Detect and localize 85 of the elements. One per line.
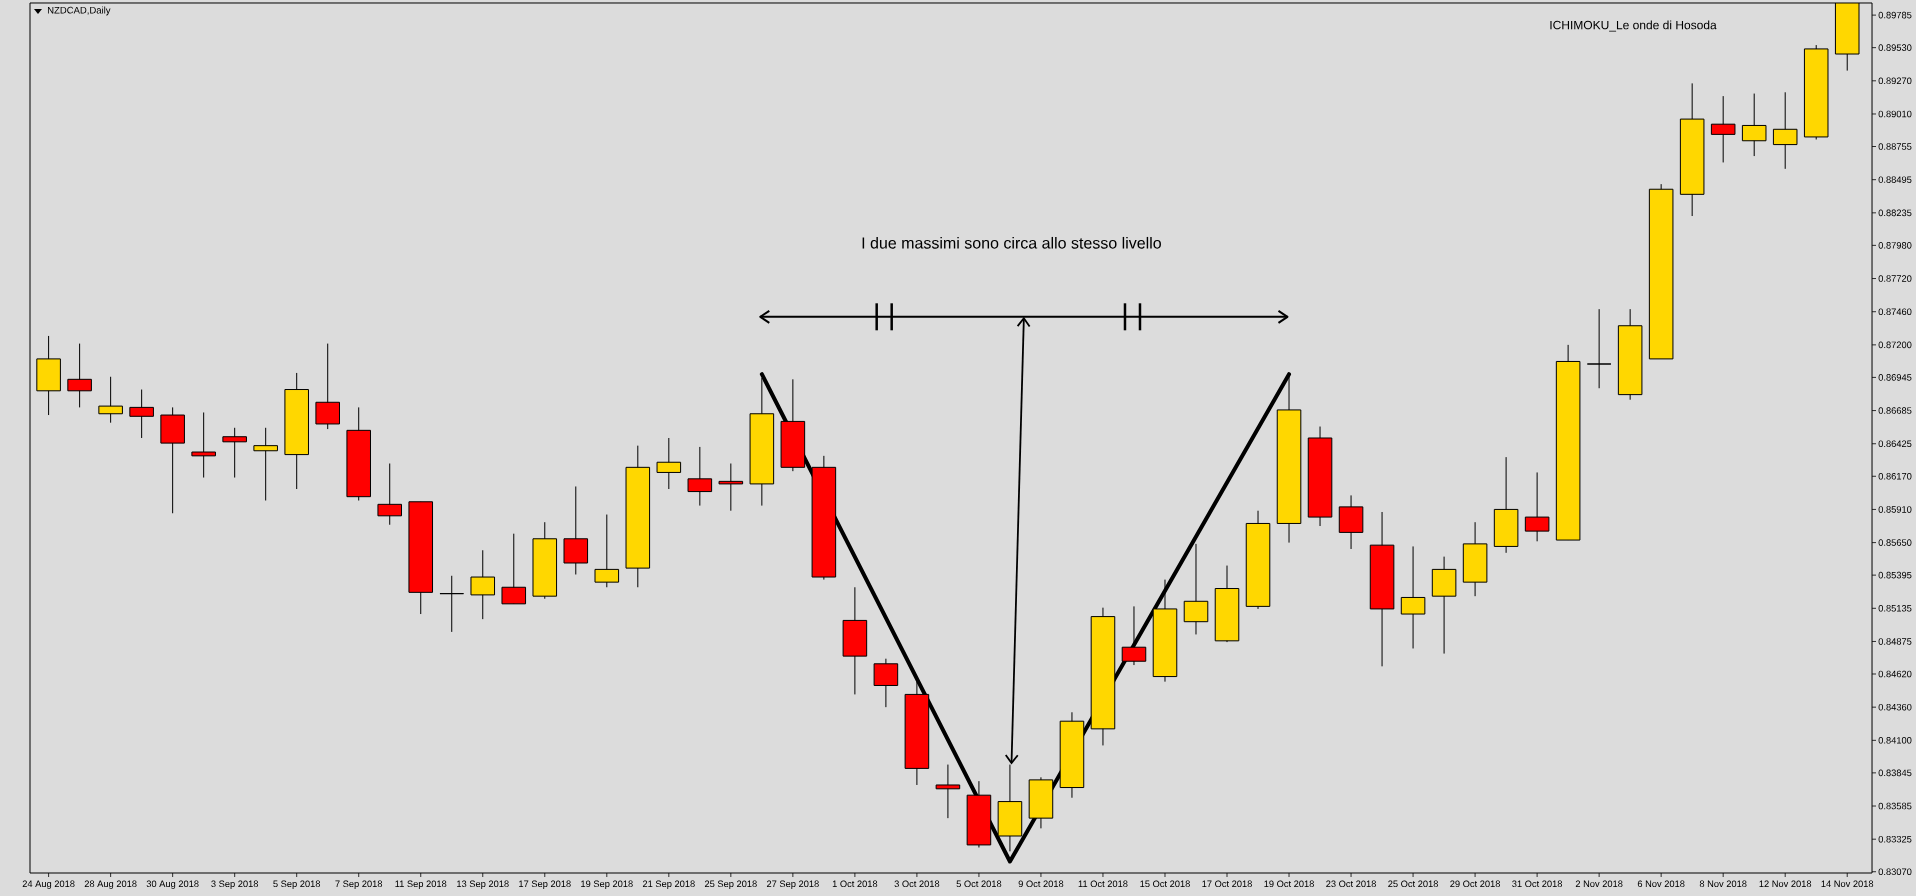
- y-tick-label: 0.88235: [1878, 209, 1912, 217]
- candlestick: [315, 343, 340, 430]
- annotation: ICHIMOKU_Le onde di Hosoda: [1550, 20, 1717, 32]
- y-tick-label: 0.87460: [1878, 308, 1912, 315]
- x-tick-label: 13 Sep 2018: [457, 880, 509, 889]
- candlestick: [191, 411, 216, 479]
- y-tick-label: 0.84875: [1878, 638, 1912, 645]
- y-tick-label: 0.88755: [1878, 143, 1912, 150]
- y-tick-label: 0.85650: [1878, 539, 1912, 546]
- x-tick-label: 5 Oct 2018: [956, 880, 1002, 888]
- x-tick-label: 17 Oct 2018: [1202, 880, 1252, 888]
- x-tick-label: 25 Oct 2018: [1388, 880, 1438, 888]
- x-tick-label: 3 Sep 2018: [211, 880, 259, 889]
- y-tick-label: 0.83845: [1878, 769, 1912, 777]
- candlestick: [1741, 93, 1767, 157]
- y-tick-label: 0.87720: [1878, 275, 1912, 282]
- x-tick-label: 1 Oct 2018: [832, 880, 878, 888]
- x-tick-label: 21 Sep 2018: [642, 880, 695, 889]
- candlestick: [1183, 543, 1209, 635]
- y-tick-label: 0.89270: [1878, 77, 1912, 85]
- y-tick-label: 0.83325: [1878, 835, 1912, 843]
- candlestick: [67, 343, 92, 408]
- candlestick: [687, 446, 713, 507]
- x-tick-label: 28 Aug 2018: [84, 880, 137, 889]
- y-tick-label: 0.87200: [1878, 341, 1912, 349]
- x-tick-label: 17 Sep 2018: [519, 880, 571, 889]
- y-tick-label: 0.85135: [1878, 605, 1912, 612]
- y-tick-label: 0.86685: [1878, 407, 1912, 414]
- candlestick: [501, 533, 527, 605]
- candlestick: [1524, 471, 1550, 542]
- y-tick-label: 0.86425: [1878, 440, 1912, 448]
- x-tick-label: 12 Nov 2018: [1759, 880, 1812, 888]
- candlestick: [439, 575, 465, 633]
- candlestick: [1710, 95, 1736, 163]
- x-tick-label: 29 Oct 2018: [1450, 880, 1501, 888]
- candlestick: [129, 389, 154, 439]
- y-tick-label: 0.84100: [1878, 737, 1912, 744]
- y-tick-label: 0.84360: [1878, 703, 1912, 711]
- candlestick: [873, 658, 899, 708]
- candlestick: [1400, 545, 1426, 649]
- y-tick-label: 0.83070: [1878, 868, 1912, 876]
- candlestick: [98, 376, 123, 424]
- x-tick-label: 24 Aug 2018: [22, 880, 75, 889]
- x-tick-label: 30 Aug 2018: [146, 880, 199, 889]
- y-tick-label: 0.89785: [1878, 11, 1912, 19]
- x-tick-label: 15 Oct 2018: [1140, 880, 1190, 888]
- candlestick: [935, 764, 961, 819]
- annotation: I due massimi sono circa allo stesso livello: [862, 236, 1161, 249]
- candlestick: [656, 437, 682, 490]
- candlestick: [470, 549, 496, 620]
- x-tick-label: 27 Sep 2018: [766, 880, 819, 889]
- y-tick-label: 0.86945: [1878, 374, 1912, 381]
- y-tick-label: 0.87980: [1878, 242, 1912, 249]
- x-tick-label: 14 Nov 2018: [1821, 880, 1874, 888]
- x-tick-label: 19 Oct 2018: [1264, 880, 1314, 888]
- y-tick-label: 0.84620: [1878, 670, 1912, 678]
- x-tick-label: 5 Sep 2018: [273, 880, 321, 889]
- candlestick: [594, 514, 620, 588]
- y-tick-label: 0.83585: [1878, 802, 1912, 810]
- x-tick-label: 6 Nov 2018: [1637, 880, 1685, 888]
- y-tick-label: 0.85395: [1878, 571, 1912, 579]
- candlestick: [1772, 91, 1798, 170]
- candlestick: [377, 463, 403, 526]
- candlestick: [222, 427, 247, 479]
- y-tick-label: 0.88495: [1878, 176, 1912, 183]
- y-tick-label: 0.85910: [1878, 506, 1912, 513]
- candlestick: [253, 427, 278, 501]
- y-tick-label: 0.89010: [1878, 110, 1912, 118]
- x-tick-label: 8 Nov 2018: [1699, 880, 1747, 888]
- y-tick-label: 0.86170: [1878, 472, 1912, 480]
- chart-title: NZDCAD,Daily: [47, 6, 111, 16]
- y-tick-label: 0.89530: [1878, 44, 1912, 51]
- x-tick-label: 11 Sep 2018: [395, 880, 447, 889]
- candlestick: [1121, 605, 1147, 666]
- x-tick-label: 2 Nov 2018: [1575, 880, 1623, 888]
- x-tick-label: 19 Sep 2018: [581, 880, 633, 889]
- x-tick-label: 25 Sep 2018: [704, 880, 757, 889]
- x-tick-label: 23 Oct 2018: [1326, 880, 1376, 888]
- candlestick: [1586, 308, 1612, 389]
- x-tick-label: 3 Oct 2018: [894, 880, 940, 888]
- x-tick-label: 11 Oct 2018: [1078, 880, 1128, 888]
- x-tick-label: 7 Sep 2018: [335, 880, 383, 889]
- candlestick: [718, 463, 744, 512]
- x-tick-label: 31 Oct 2018: [1512, 880, 1563, 888]
- x-tick-label: 9 Oct 2018: [1018, 880, 1064, 888]
